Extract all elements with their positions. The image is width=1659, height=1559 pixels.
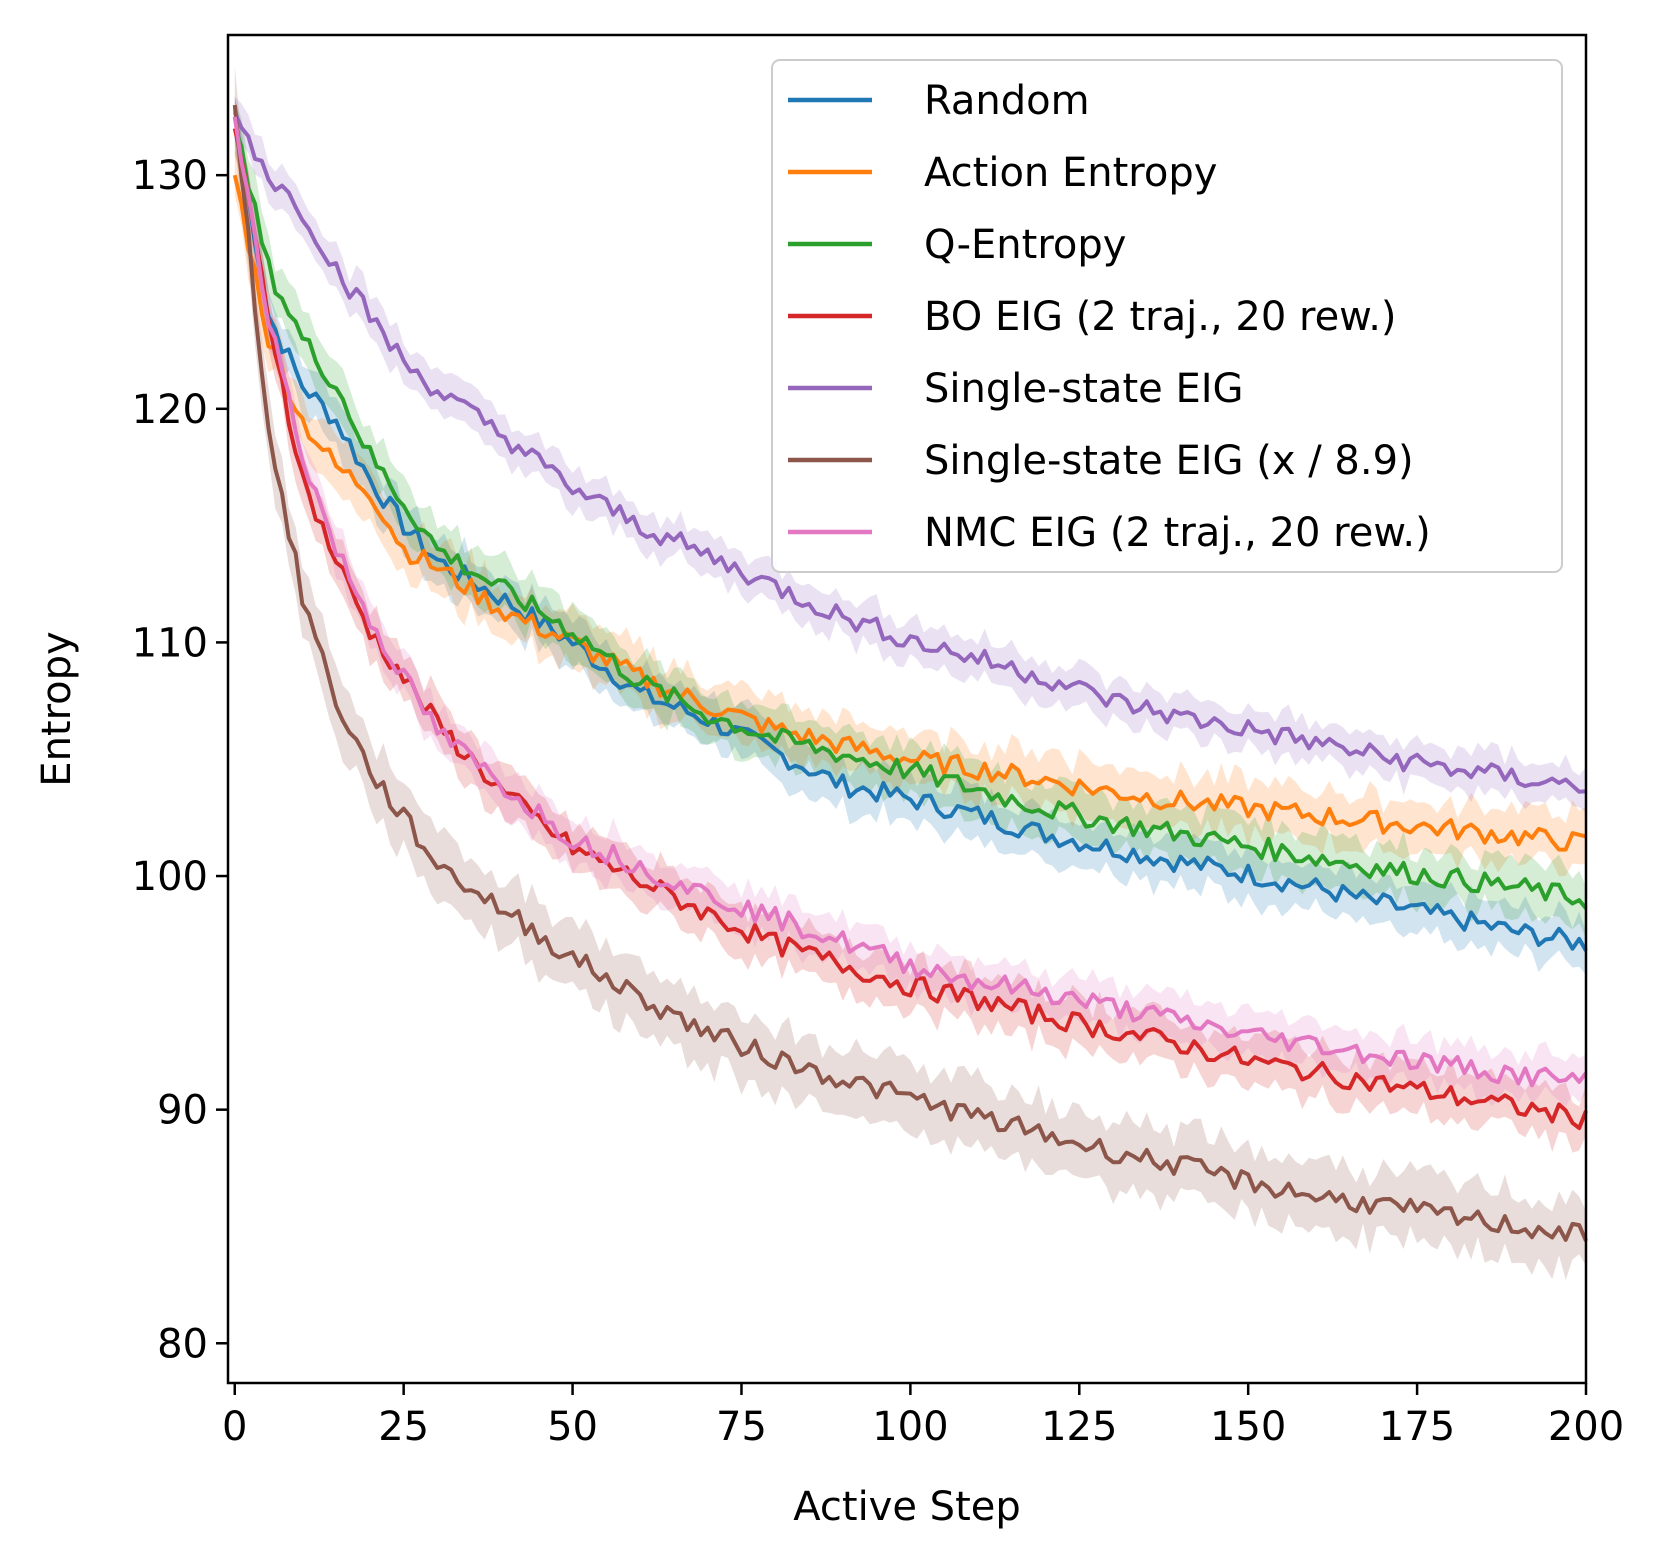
legend: Random Action Entropy Q-Entropy BO EIG (2 t… — [771, 59, 1563, 573]
x-axis-label: Active Step — [793, 1484, 1021, 1530]
y-tick-label-130: 130 — [132, 153, 208, 199]
x-tick-label-175: 175 — [1379, 1404, 1455, 1450]
y-axis-label: Entropy — [34, 631, 80, 786]
x-tick-label-75: 75 — [716, 1404, 767, 1450]
legend-label-single-state-eig: Single-state EIG — [924, 366, 1244, 412]
plot-frame — [226, 33, 1588, 1385]
x-tick-label-25: 25 — [378, 1404, 429, 1450]
y-tick-label-120: 120 — [132, 387, 208, 433]
band-action-entropy — [234, 150, 1586, 877]
x-tick-label-100: 100 — [872, 1404, 948, 1450]
y-tick-label-110: 110 — [132, 620, 208, 666]
x-tick-label-50: 50 — [547, 1404, 598, 1450]
legend-box — [771, 59, 1563, 573]
line-q-entropy — [232, 127, 1588, 910]
line-nmc-eig-2-traj-20-rew — [232, 116, 1588, 1088]
y-tick-label-100: 100 — [132, 854, 208, 900]
y-tick-label-90: 90 — [157, 1088, 208, 1134]
line-bo-eig-2-traj-20-rew — [232, 127, 1588, 1131]
x-tick-label-125: 125 — [1041, 1404, 1117, 1450]
series-lines — [232, 104, 1588, 1242]
legend-label-bo-eig-2-traj-20-rew: BO EIG (2 traj., 20 rew.) — [924, 294, 1397, 340]
x-tick-label-200: 200 — [1548, 1404, 1624, 1450]
line-action-entropy — [232, 174, 1587, 852]
legend-label-random: Random — [924, 78, 1090, 124]
x-tick-label-0: 0 — [222, 1404, 247, 1450]
line-single-state-eig — [232, 111, 1587, 794]
legend-label-action-entropy: Action Entropy — [924, 150, 1217, 196]
x-tick-label-150: 150 — [1210, 1404, 1286, 1450]
band-single-state-eig-x-8-9 — [234, 65, 1586, 1280]
legend-label-nmc-eig-2-traj-20-rew: NMC EIG (2 traj., 20 rew.) — [924, 510, 1431, 556]
line-single-state-eig-x-8-9 — [232, 104, 1588, 1242]
line-random — [232, 116, 1588, 952]
legend-label-q-entropy: Q-Entropy — [924, 222, 1126, 268]
band-single-state-eig — [234, 96, 1586, 813]
y-tick-label-80: 80 — [157, 1321, 208, 1367]
axes: 0 25 50 75 100 125 150 175 200 80 90 100 110 120 130 — [132, 33, 1624, 1450]
legend-label-single-state-eig-x-8-9: Single-state EIG (x / 8.9) — [924, 438, 1414, 484]
